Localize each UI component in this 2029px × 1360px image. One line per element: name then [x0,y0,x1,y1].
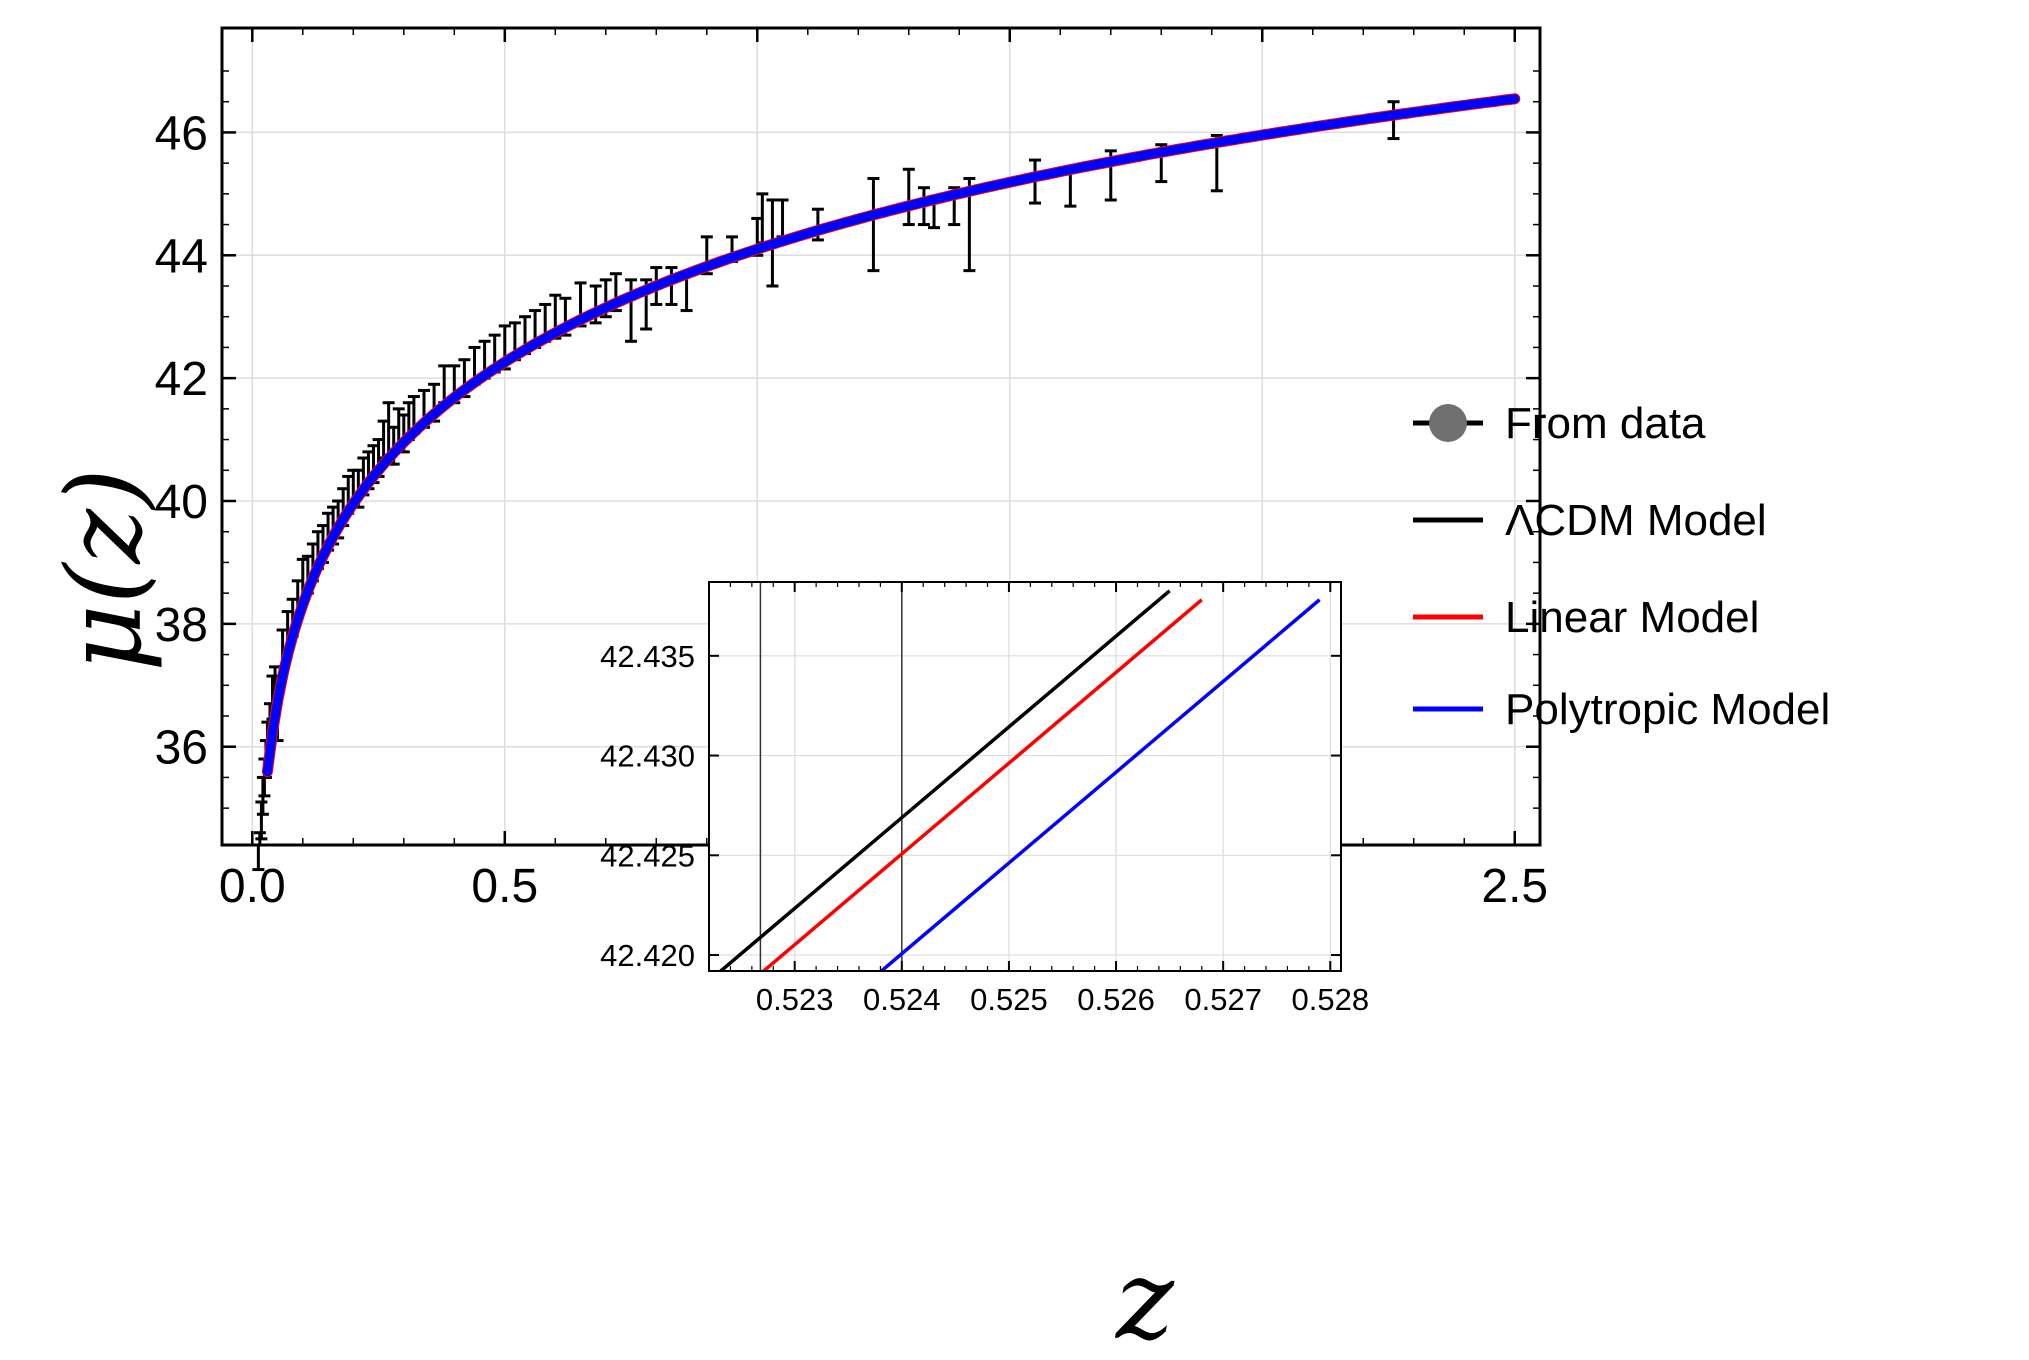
y-tick-label: 44 [155,230,208,283]
legend-marker [1429,404,1467,442]
inset-y-tick-label: 42.425 [600,838,695,873]
legend-label: From data [1505,399,1706,448]
data-point-errorbar [255,800,268,841]
data-point-errorbar [625,278,638,343]
data-point-errorbar [252,845,265,872]
inset-line-linear-model [760,598,1203,971]
data-point-errorbar [665,266,678,306]
model-curves [261,93,1521,778]
inset-x-tick-label: 0.528 [1291,982,1369,1017]
legend-label: Linear Model [1505,593,1759,642]
y-tick-label: 38 [155,599,208,652]
polytropic-model-curve [262,94,1520,777]
inset-axis-ticks [708,582,1341,971]
inset-x-tick-label: 0.525 [970,982,1048,1017]
legend-entry: Polytropic Model [1413,685,1830,734]
legend-entry: From data [1413,399,1706,448]
main-grid [222,28,1540,845]
y-tick-label: 36 [155,722,208,775]
legend-entry: Linear Model [1413,593,1759,642]
inset-y-tick-label: 42.420 [600,938,695,973]
inset-x-tick-label: 0.527 [1184,982,1262,1017]
x-tick-label: 0.0 [219,860,286,913]
inset-line-polytropic-model [878,598,1321,971]
inset-line--cdm-model [718,589,1171,971]
chart-legend: From data ΛCDM Model Linear Model Polytropi… [1413,399,1830,734]
legend-label: ΛCDM Model [1505,496,1767,545]
legend-entry: ΛCDM Model [1413,496,1767,545]
inset-tick-labels: 0.523 0.524 0.525 0.526 0.527 0.528 42.420 42.4… [600,639,1369,1017]
inset-x-tick-label: 0.526 [1077,982,1155,1017]
legend-label: Polytropic Model [1505,685,1830,734]
x-tick-label: 0.5 [471,860,538,913]
data-point-errorbar [902,167,915,227]
x-axis-title: z [1114,1236,1175,1360]
y-tick-label: 40 [155,476,208,529]
inset-y-tick-label: 42.430 [600,739,695,774]
inset-background [710,582,1342,972]
inset-y-tick-label: 42.435 [600,639,695,674]
inset-x-tick-label: 0.524 [863,982,941,1017]
inset-x-tick-label: 0.523 [756,982,834,1017]
inset-model-lines [718,589,1321,971]
y-tick-label: 42 [155,353,208,406]
data-point-errorbar [776,198,789,239]
x-tick-label: 2.5 [1481,860,1548,913]
inset-plot-frame [708,581,1342,972]
y-axis-title: μ(z) [43,468,165,672]
data-point-errorbar [867,177,880,273]
y-tick-label: 46 [155,107,208,160]
